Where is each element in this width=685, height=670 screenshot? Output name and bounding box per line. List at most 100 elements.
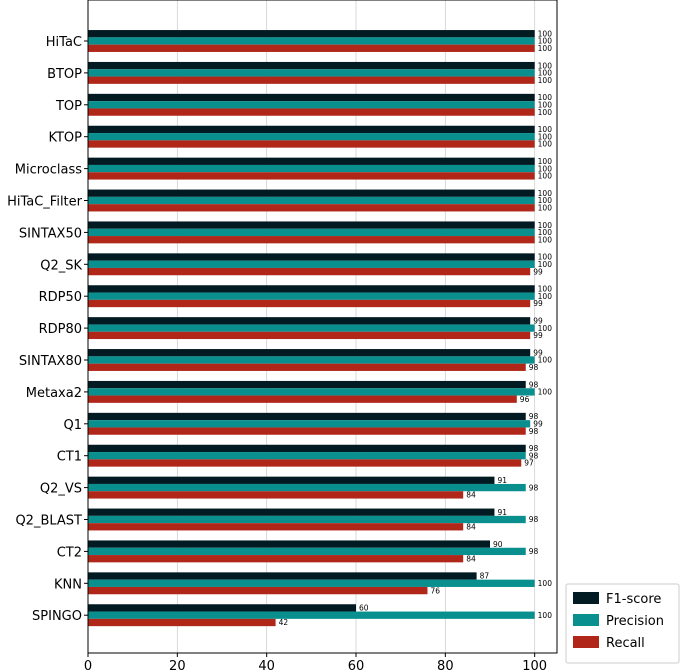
- value-label-recall-ktop: 100: [538, 140, 553, 149]
- bar-f1-score-microclass: [88, 157, 535, 165]
- category-label-q2-vs: Q2_VS: [40, 482, 82, 497]
- bar-precision-ct2: [88, 547, 526, 556]
- bars: [88, 30, 535, 627]
- value-label-precision-ktop: 100: [538, 132, 553, 141]
- value-label-precision-top: 100: [538, 100, 553, 109]
- bar-f1-score-ct1: [88, 444, 526, 453]
- x-tick-label: 100: [522, 659, 547, 670]
- value-label-precision-q2-blast: 98: [529, 515, 539, 524]
- bar-recall-q2-blast: [88, 523, 464, 531]
- value-label-recall-ct1: 97: [524, 459, 534, 468]
- bar-recall-q1: [88, 427, 526, 435]
- value-label-recall-top: 100: [538, 108, 553, 117]
- value-label-f1-score-rdp50: 100: [538, 285, 553, 294]
- legend: F1-score Precision Recall: [565, 583, 680, 664]
- category-label-btop: BTOP: [47, 67, 82, 82]
- value-label-precision-rdp50: 100: [538, 292, 553, 301]
- value-label-precision-sintax80: 100: [538, 356, 553, 365]
- value-label-recall-rdp50: 99: [533, 299, 543, 308]
- bar-recall-microclass: [88, 172, 535, 180]
- value-label-f1-score-hitac: 100: [538, 29, 553, 38]
- bar-recall-btop: [88, 76, 535, 84]
- value-label-precision-sintax50: 100: [538, 228, 553, 237]
- category-label-top: TOP: [55, 99, 82, 114]
- value-label-f1-score-btop: 100: [538, 61, 553, 70]
- value-label-f1-score-rdp80: 99: [533, 316, 543, 325]
- category-label-q1: Q1: [63, 418, 82, 433]
- x-tick-label: 80: [437, 659, 454, 670]
- bar-f1-score-q1: [88, 412, 526, 421]
- value-label-recall-ct2: 84: [466, 554, 476, 563]
- bar-precision-top: [88, 101, 535, 109]
- value-label-f1-score-sintax50: 100: [538, 221, 553, 230]
- value-label-recall-btop: 100: [538, 76, 553, 85]
- value-label-precision-microclass: 100: [538, 164, 553, 173]
- bar-precision-q2-blast: [88, 515, 526, 524]
- category-label-metaxa2: Metaxa2: [26, 386, 82, 401]
- bar-precision-rdp50: [88, 292, 535, 300]
- bar-recall-spingo: [88, 618, 276, 627]
- category-label-knn: KNN: [54, 577, 82, 592]
- bar-recall-metaxa2: [88, 395, 517, 403]
- value-label-f1-score-hitac-filter: 100: [538, 189, 553, 198]
- bar-precision-q2-vs: [88, 483, 526, 492]
- bar-f1-score-ktop: [88, 125, 535, 134]
- bar-f1-score-btop: [88, 61, 535, 70]
- bar-recall-ktop: [88, 140, 535, 148]
- category-label-microclass: Microclass: [15, 163, 82, 178]
- legend-swatch-precision: [573, 614, 599, 626]
- category-label-q2-blast: Q2_BLAST: [15, 514, 82, 529]
- bar-f1-score-sintax50: [88, 221, 535, 229]
- value-labels: 1001001001001001001001001001001001001001…: [279, 29, 553, 627]
- bar-recall-rdp50: [88, 299, 531, 308]
- legend-label-f1-score: F1-score: [606, 592, 661, 607]
- plot-frame: [87, 0, 558, 654]
- bar-f1-score-knn: [88, 572, 477, 580]
- x-axis-ticks: 0 20 40 60 80 100: [84, 653, 547, 670]
- value-label-recall-hitac-filter: 100: [538, 203, 553, 212]
- bar-f1-score-rdp80: [88, 317, 531, 325]
- bar-f1-score-q2-sk: [88, 253, 535, 261]
- bar-recall-sintax50: [88, 236, 535, 244]
- value-label-recall-spingo: 42: [279, 618, 289, 627]
- bar-f1-score-hitac-filter: [88, 189, 535, 197]
- bar-f1-score-sintax80: [88, 349, 531, 357]
- value-label-recall-hitac: 100: [538, 44, 553, 53]
- legend-label-precision: Precision: [606, 614, 664, 629]
- bar-precision-ktop: [88, 133, 535, 141]
- value-label-precision-q2-vs: 98: [529, 483, 539, 492]
- value-label-recall-sintax50: 100: [538, 235, 553, 244]
- bar-precision-hitac: [88, 37, 535, 45]
- bar-recall-rdp80: [88, 331, 531, 340]
- bar-recall-knn: [88, 586, 428, 595]
- category-label-rdp80: RDP80: [39, 322, 82, 337]
- bar-recall-ct1: [88, 459, 522, 467]
- bar-precision-sintax80: [88, 356, 535, 364]
- value-label-precision-btop: 100: [538, 69, 553, 78]
- bar-precision-rdp80: [88, 324, 535, 332]
- bar-recall-hitac-filter: [88, 204, 535, 212]
- bar-f1-score-spingo: [88, 604, 356, 612]
- bar-f1-score-ct2: [88, 540, 490, 548]
- value-label-recall-microclass: 100: [538, 172, 553, 181]
- bar-precision-btop: [88, 69, 535, 77]
- value-label-f1-score-q1: 98: [529, 412, 539, 421]
- legend-label-recall: Recall: [606, 636, 645, 651]
- category-label-ct2: CT2: [57, 545, 82, 560]
- legend-swatch-recall: [573, 636, 599, 648]
- value-label-recall-metaxa2: 96: [520, 395, 530, 404]
- value-label-precision-ct2: 98: [529, 547, 539, 556]
- bar-f1-score-q2-blast: [88, 508, 495, 516]
- value-label-precision-knn: 100: [538, 579, 553, 588]
- value-label-recall-sintax80: 98: [529, 363, 539, 372]
- category-label-sintax50: SINTAX50: [19, 226, 82, 241]
- bar-recall-q2-sk: [88, 267, 531, 276]
- value-label-f1-score-q2-vs: 91: [497, 476, 507, 485]
- bar-recall-q2-vs: [88, 491, 464, 499]
- category-label-hitac: HiTaC: [46, 35, 82, 50]
- value-label-precision-spingo: 100: [538, 611, 553, 620]
- value-label-precision-ct1: 98: [529, 451, 539, 460]
- bar-precision-spingo: [88, 611, 535, 619]
- bar-recall-top: [88, 108, 535, 116]
